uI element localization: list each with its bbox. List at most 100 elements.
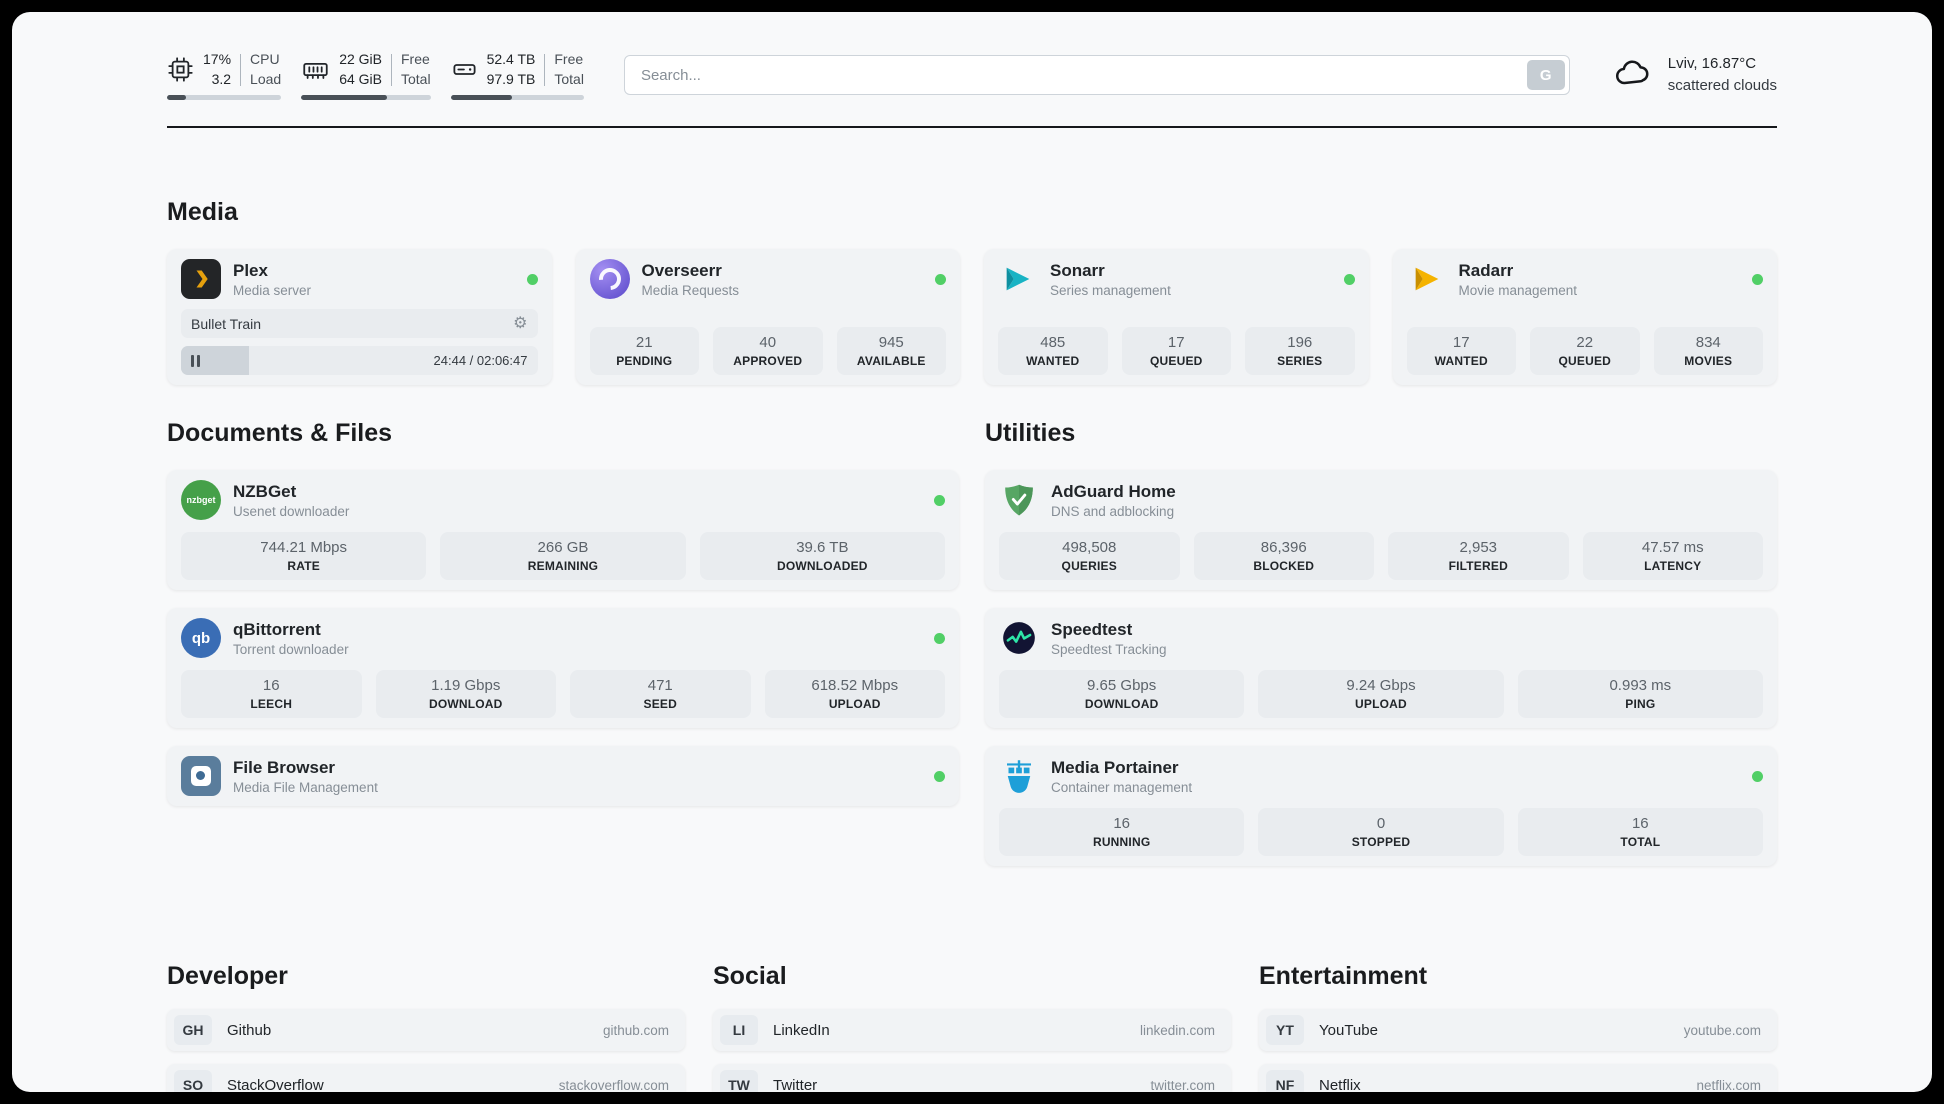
link-row-twitter[interactable]: TW Twitter twitter.com — [713, 1064, 1231, 1092]
pause-icon[interactable] — [191, 354, 200, 367]
nzbget-icon: nzbget — [181, 480, 221, 521]
app-subtitle: Usenet downloader — [233, 503, 350, 519]
stat-value: 16 — [1631, 815, 1649, 833]
stat-box: 16 LEECH — [181, 670, 362, 719]
app-subtitle: Series management — [1050, 282, 1171, 298]
app-card-portainer[interactable]: Media Portainer Container management 16 … — [985, 746, 1777, 867]
stat-label: RUNNING — [1092, 835, 1151, 850]
stat-value: 86,396 — [1260, 539, 1307, 557]
radarr-icon — [1407, 259, 1447, 299]
app-card-adguard[interactable]: AdGuard Home DNS and adblocking 498,508 … — [985, 470, 1777, 591]
metric-separator — [240, 53, 242, 86]
stat-box: 17 QUEUED — [1121, 327, 1231, 376]
ram-free-value: 22 GiB — [339, 51, 382, 67]
app-name: AdGuard Home — [1051, 481, 1176, 501]
app-card-radarr[interactable]: Radarr Movie management 17 WANTED 22 QUE… — [1392, 249, 1777, 386]
link-url: twitter.com — [1150, 1077, 1215, 1092]
stat-value: 9.24 Gbps — [1346, 677, 1416, 695]
status-dot — [934, 494, 945, 506]
stat-value: 39.6 TB — [796, 539, 849, 557]
app-subtitle: Movie management — [1458, 282, 1578, 298]
stat-box: 744.21 Mbps RATE — [181, 532, 427, 581]
link-name: StackOverflow — [227, 1076, 324, 1092]
stat-box: 196 SERIES — [1245, 327, 1355, 376]
ram-icon — [301, 56, 330, 83]
app-name: Plex — [233, 260, 268, 280]
stat-box: 618.52 Mbps UPLOAD — [764, 670, 945, 719]
cpu-icon — [167, 56, 194, 83]
search-engine-button[interactable]: G — [1526, 60, 1565, 91]
stat-box: 47.57 ms LATENCY — [1582, 532, 1763, 581]
disk-free-label: Free — [554, 51, 584, 67]
stat-label: LATENCY — [1644, 559, 1702, 574]
player-progress-bar[interactable]: 24:44 / 02:06:47 — [181, 346, 538, 376]
stat-value: 485 — [1040, 334, 1066, 352]
metric-separator — [544, 53, 546, 86]
cpu-load-label: Load — [250, 70, 282, 87]
stat-value: 498,508 — [1062, 539, 1117, 557]
now-playing-pill: Bullet Train ⚙ — [181, 309, 538, 339]
link-abbr-tile: SO — [174, 1070, 212, 1092]
qbittorrent-icon: qb — [181, 618, 221, 659]
stat-value: 0.993 ms — [1609, 677, 1672, 695]
stat-label: STOPPED — [1351, 835, 1411, 850]
link-row-github[interactable]: GH Github github.com — [167, 1009, 685, 1052]
app-card-qbittorrent[interactable]: qb qBittorrent Torrent downloader 16 LEE… — [167, 608, 959, 729]
weather-widget: Lviv, 16.87°C scattered clouds — [1610, 53, 1777, 98]
player-time: 24:44 / 02:06:47 — [433, 353, 528, 369]
ram-total-value: 64 GiB — [339, 70, 382, 87]
stat-value: 266 GB — [537, 539, 589, 557]
app-card-nzbget[interactable]: nzbget NZBGet Usenet downloader 744.21 M… — [167, 470, 959, 591]
stat-label: QUEUED — [1149, 354, 1203, 369]
app-name: Speedtest — [1051, 619, 1133, 639]
app-card-overseerr[interactable]: Overseerr Media Requests 21 PENDING 40 A… — [575, 249, 960, 386]
disk-progress-bar — [450, 95, 584, 101]
stat-value: 196 — [1287, 334, 1313, 352]
app-card-plex[interactable]: Plex Media server Bullet Train ⚙ 24:44 /… — [167, 249, 552, 386]
top-bar: 17% 3.2 CPU Load — [167, 12, 1777, 101]
stat-label: APPROVED — [733, 354, 803, 369]
app-card-speedtest[interactable]: Speedtest Speedtest Tracking 9.65 Gbps D… — [985, 608, 1777, 729]
search-input[interactable] — [623, 55, 1570, 96]
now-playing-title: Bullet Train — [191, 315, 262, 332]
stat-label: DOWNLOAD — [1084, 697, 1159, 712]
app-subtitle: Media Requests — [641, 282, 740, 298]
portainer-icon — [999, 756, 1039, 796]
weather-condition: scattered clouds — [1667, 77, 1777, 95]
stat-box: 17 WANTED — [1406, 327, 1516, 376]
link-abbr-tile: TW — [720, 1070, 758, 1092]
stat-label: DOWNLOADED — [776, 559, 868, 574]
link-row-stackoverflow[interactable]: SO StackOverflow stackoverflow.com — [167, 1064, 685, 1092]
stat-label: TOTAL — [1620, 835, 1661, 850]
stat-box: 1.19 Gbps DOWNLOAD — [375, 670, 556, 719]
app-card-filebrowser[interactable]: File Browser Media File Management — [167, 746, 959, 807]
app-subtitle: Torrent downloader — [233, 641, 349, 657]
app-subtitle: Speedtest Tracking — [1051, 641, 1167, 657]
gear-icon[interactable]: ⚙ — [513, 314, 528, 332]
app-name: Radarr — [1458, 260, 1514, 280]
speedtest-icon — [999, 618, 1039, 658]
stat-box: 39.6 TB DOWNLOADED — [699, 532, 945, 581]
status-dot — [935, 273, 946, 285]
link-row-youtube[interactable]: YT YouTube youtube.com — [1259, 1009, 1777, 1052]
app-card-sonarr[interactable]: Sonarr Series management 485 WANTED 17 Q… — [984, 249, 1369, 386]
section-media: Media Plex Media server — [167, 198, 1777, 386]
adguard-icon — [999, 480, 1039, 520]
link-row-netflix[interactable]: NF Netflix netflix.com — [1259, 1064, 1777, 1092]
stat-value: 471 — [647, 677, 673, 695]
ram-progress-bar — [301, 95, 431, 101]
link-row-linkedin[interactable]: LI LinkedIn linkedin.com — [713, 1009, 1231, 1052]
link-url: stackoverflow.com — [558, 1077, 669, 1092]
link-url: netflix.com — [1696, 1077, 1761, 1092]
app-subtitle: DNS and adblocking — [1051, 503, 1175, 519]
stat-value: 47.57 ms — [1641, 539, 1704, 557]
stat-label: PENDING — [616, 354, 673, 369]
app-name: File Browser — [233, 757, 336, 777]
app-name: qBittorrent — [233, 619, 321, 639]
stat-label: SEED — [643, 697, 677, 712]
stat-box: 86,396 BLOCKED — [1193, 532, 1374, 581]
stat-box: 945 AVAILABLE — [836, 327, 946, 376]
link-url: linkedin.com — [1139, 1022, 1215, 1038]
status-dot — [934, 770, 945, 782]
section-developer: Developer GH Github github.com SO StackO… — [167, 962, 685, 1092]
